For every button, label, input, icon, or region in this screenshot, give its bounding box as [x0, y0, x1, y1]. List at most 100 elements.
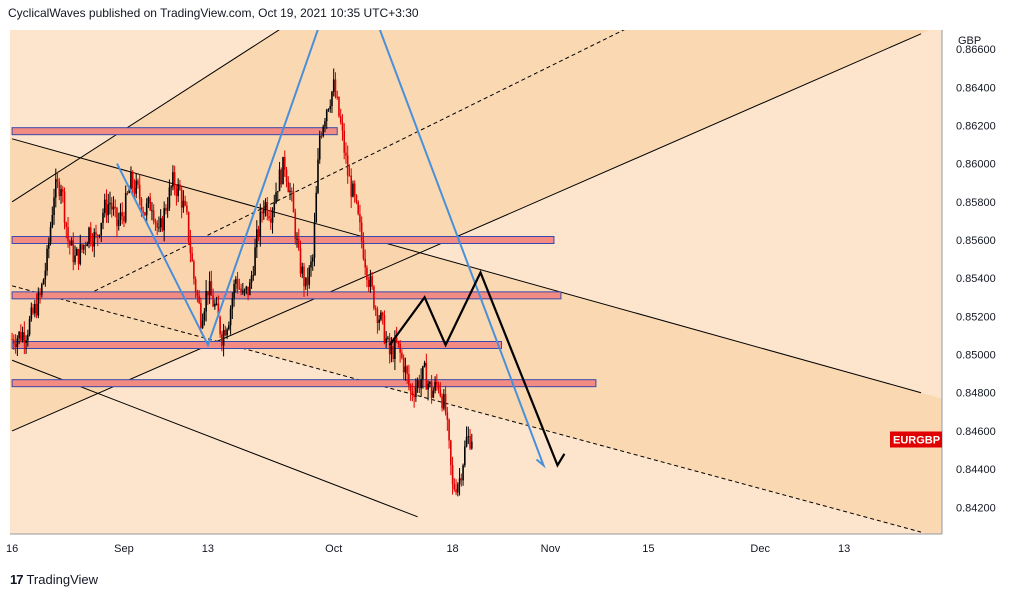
candle-body: [72, 240, 75, 263]
candle-body: [385, 338, 387, 343]
time-tick-label: Oct: [325, 543, 342, 555]
candle-body: [180, 189, 183, 208]
candle-body: [159, 218, 162, 228]
candle-body: [318, 135, 321, 160]
candle-body: [25, 340, 27, 343]
chart-area[interactable]: 0.86600 0.86400 0.86200 0.86000 0.85800 0.856…: [0, 22, 1000, 562]
candle-body: [345, 152, 347, 156]
candle-body: [175, 188, 178, 197]
candle-body: [425, 362, 428, 390]
candle-body: [350, 175, 352, 197]
candle-body: [261, 211, 263, 214]
candle-body: [336, 96, 339, 98]
candle-body: [37, 292, 40, 316]
candle-body: [152, 210, 155, 222]
candle-body: [343, 130, 346, 153]
candle-body: [294, 212, 297, 239]
candle-body: [205, 290, 207, 312]
footer-branding[interactable]: 17 TradingView: [10, 572, 98, 587]
candle-body: [172, 172, 174, 187]
candle-body: [158, 227, 160, 229]
candle-body: [48, 242, 50, 249]
candle-body: [348, 175, 351, 177]
candle-body: [373, 286, 375, 309]
candle-body: [18, 331, 20, 339]
candle-body: [32, 307, 34, 314]
candle-body: [422, 366, 424, 380]
candle-body: [406, 366, 408, 375]
zone-4: [11, 379, 597, 388]
candle-body: [404, 366, 407, 373]
candle-body: [362, 240, 365, 259]
candle-body: [65, 222, 68, 228]
candle-body: [383, 315, 386, 343]
candle-body: [30, 307, 33, 320]
candle-body: [114, 206, 117, 208]
candle-body: [34, 303, 36, 314]
candle-body: [369, 276, 372, 287]
candle-body: [322, 126, 325, 136]
candle-body: [243, 289, 246, 291]
candle-body: [177, 184, 179, 197]
candle-body: [117, 220, 120, 227]
price-chart[interactable]: 0.86600 0.86400 0.86200 0.86000 0.85800 0.856…: [0, 22, 1000, 562]
candle-body: [276, 191, 279, 193]
candle-body: [443, 394, 445, 409]
candle-body: [259, 211, 262, 237]
candle-body: [376, 309, 379, 323]
candle-body: [436, 381, 438, 385]
candle-body: [67, 227, 69, 242]
candle-body: [53, 197, 55, 216]
time-tick-label: Nov: [541, 543, 561, 555]
candle-body: [429, 382, 431, 384]
zone-1: [11, 236, 555, 244]
candle-body: [137, 180, 139, 185]
channel-line-0: [11, 30, 280, 203]
candle-body: [446, 412, 449, 420]
candle-body: [193, 261, 195, 280]
candle-body: [168, 187, 171, 208]
candle-body: [264, 202, 267, 210]
candle-body: [166, 207, 169, 211]
candle-body: [453, 484, 456, 490]
candle-body: [161, 218, 164, 231]
candle-body: [142, 211, 144, 213]
candle-body: [430, 382, 433, 398]
candle-body: [266, 202, 269, 216]
candle-body: [219, 316, 221, 335]
candle-body: [450, 440, 452, 466]
candle-body: [444, 394, 447, 413]
candle-body: [51, 215, 54, 227]
plot-layer: [10, 30, 942, 534]
candle-body: [82, 245, 85, 250]
price-tick-label: 0.84400: [956, 464, 996, 476]
candle-body: [154, 221, 157, 223]
candle-body: [49, 226, 52, 243]
candle-body: [23, 332, 26, 343]
candle-body: [283, 156, 286, 170]
candle-body: [371, 276, 373, 287]
candle-body: [311, 257, 314, 262]
candle-body: [126, 192, 129, 194]
candle-body: [163, 208, 165, 231]
candle-body: [469, 436, 471, 449]
candle-body: [144, 212, 146, 216]
price-tick-label: 0.84800: [956, 388, 996, 400]
price-tick-label: 0.85200: [956, 311, 996, 323]
candle-body: [359, 214, 361, 223]
candle-body: [250, 275, 253, 283]
candle-body: [388, 337, 391, 355]
candle-body: [61, 189, 64, 192]
candle-body: [432, 390, 435, 398]
candle-body: [60, 189, 62, 197]
candle-body: [263, 209, 265, 214]
candle-body: [110, 202, 113, 210]
candle-body: [56, 179, 59, 182]
candle-body: [341, 122, 344, 131]
candle-body: [271, 209, 274, 223]
price-tick-label: 0.84600: [956, 426, 996, 438]
candle-body: [256, 229, 258, 248]
candle-body: [249, 282, 251, 296]
candle-body: [102, 212, 104, 224]
tradingview-logo-icon: 17: [10, 572, 24, 587]
